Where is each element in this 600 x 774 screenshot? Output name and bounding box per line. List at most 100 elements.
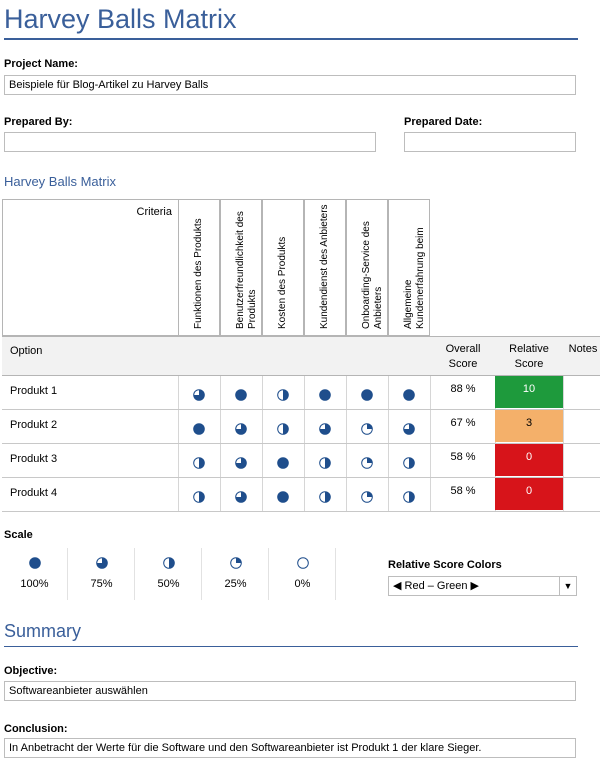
harvey-ball-icon[interactable] [277,490,289,508]
conclusion-field[interactable]: In Anbetracht der Werte für die Software… [4,738,576,758]
column-divider [178,478,179,511]
harvey-ball-icon[interactable] [193,490,205,508]
harvey-ball-icon[interactable] [403,422,415,440]
harvey-ball-icon[interactable] [319,388,331,406]
option-label: Option [10,345,43,357]
objective-field[interactable]: Softwareanbieter auswählen [4,681,576,701]
criteria-label-2: Benutzerfreundlichkeit des Produkts [235,211,258,329]
column-divider [220,410,221,443]
column-divider [304,478,305,511]
column-divider [430,410,431,443]
option-name[interactable]: Produkt 3 [10,453,58,465]
column-header-row: Option Overall Score Relative Score Note… [2,336,600,376]
harvey-ball-icon[interactable] [235,456,247,474]
criteria-label-1: Funktionen des Produkts [193,218,204,329]
harvey-ball-icon[interactable] [235,388,247,406]
scale-item: 50% [136,548,202,600]
table-row: Produkt 1 88 % 10 [2,376,600,410]
prepared-date-field[interactable] [404,132,576,152]
column-divider [220,478,221,511]
page-title: Harvey Balls Matrix [4,4,237,34]
option-name[interactable]: Produkt 2 [10,419,58,431]
criteria-label: Criteria [136,206,172,218]
relative-score: 10 [495,376,563,408]
column-divider [346,410,347,443]
column-divider [262,376,263,409]
column-divider [220,444,221,477]
harvey-ball-icon[interactable] [277,456,289,474]
chevron-down-icon[interactable]: ▼ [559,577,576,595]
column-divider [262,478,263,511]
harvey-ball-icon[interactable] [235,490,247,508]
project-name-label: Project Name: [4,58,78,70]
relative-score-colors-select[interactable]: ◀ Red – Green ▶ ▼ [388,576,577,596]
harvey-ball-icon[interactable] [319,490,331,508]
column-divider [346,478,347,511]
column-divider [430,376,431,409]
overall-score: 67 % [450,417,476,429]
relative-score: 0 [495,444,563,476]
criteria-header-6: Allgemeine Kundenerfahrung beim [388,199,430,336]
project-name-field[interactable]: Beispiele für Blog-Artikel zu Harvey Bal… [4,75,576,95]
table-row: Produkt 3 58 % 0 [2,444,600,478]
column-divider [262,410,263,443]
column-divider [430,478,431,511]
harvey-ball-icon[interactable] [403,490,415,508]
column-divider [262,444,263,477]
harvey-ball-icon[interactable] [277,422,289,440]
objective-label: Objective: [4,665,58,677]
column-divider [178,444,179,477]
scale-item: 100% [2,548,68,600]
notes-header: Notes [568,343,598,355]
option-name[interactable]: Produkt 1 [10,385,58,397]
harvey-ball-icon [297,556,309,574]
relative-score: 0 [495,478,563,510]
harvey-ball-icon[interactable] [403,388,415,406]
scale-item-label: 50% [157,578,180,590]
prepared-by-field[interactable] [4,132,376,152]
criteria-label-5: Onboarding-Service des Anbieters [361,221,384,329]
harvey-ball-icon[interactable] [361,422,373,440]
harvey-ball-icon[interactable] [319,422,331,440]
harvey-ball-icon [230,556,242,574]
harvey-ball-icon[interactable] [403,456,415,474]
harvey-ball-icon[interactable] [193,456,205,474]
column-divider [388,444,389,477]
harvey-ball-icon[interactable] [193,422,205,440]
scale-item-label: 0% [294,578,311,590]
relative-score-colors-label: Relative Score Colors [388,559,502,571]
harvey-ball-icon[interactable] [361,490,373,508]
criteria-header-3: Kosten des Produkts [262,199,304,336]
title-rule [4,38,578,40]
summary-rule [4,646,578,647]
harvey-ball-icon [29,556,41,574]
harvey-ball-icon[interactable] [361,456,373,474]
harvey-ball-icon[interactable] [361,388,373,406]
prepared-date-label: Prepared Date: [404,116,483,128]
scale-item: 0% [270,548,336,600]
table-row: Produkt 2 67 % 3 [2,410,600,444]
column-divider [304,376,305,409]
harvey-ball-icon[interactable] [277,388,289,406]
harvey-ball-icon [96,556,108,574]
column-divider [304,444,305,477]
harvey-ball-icon [163,556,175,574]
matrix-section-title: Harvey Balls Matrix [4,174,116,189]
relative-score-colors-value: ◀ Red – Green ▶ [393,580,480,592]
harvey-ball-icon[interactable] [235,422,247,440]
scale-item: 25% [203,548,269,600]
column-divider [388,478,389,511]
column-divider [388,376,389,409]
harvey-ball-icon[interactable] [193,388,205,406]
option-name[interactable]: Produkt 4 [10,487,58,499]
criteria-header-2: Benutzerfreundlichkeit des Produkts [220,199,262,336]
criteria-header-4: Kundendienst des Anbieters [304,199,346,336]
column-divider [430,444,431,477]
harvey-ball-icon[interactable] [319,456,331,474]
column-divider [563,444,564,477]
column-divider [304,410,305,443]
column-divider [178,376,179,409]
conclusion-label: Conclusion: [4,723,68,735]
criteria-header-1: Funktionen des Produkts [178,199,220,336]
overall-score: 88 % [450,383,476,395]
